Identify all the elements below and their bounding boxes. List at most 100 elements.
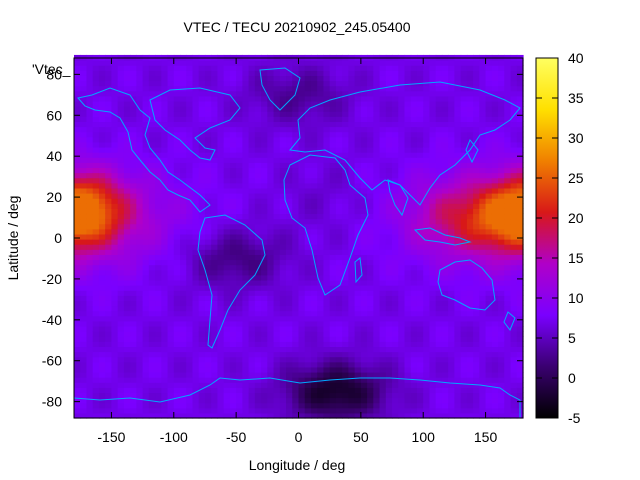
heatmap-cell xyxy=(348,356,356,363)
heatmap-cell xyxy=(155,310,162,317)
heatmap-cell xyxy=(498,310,505,317)
heatmap-cell xyxy=(98,397,106,404)
heatmap-cell xyxy=(286,325,293,332)
heatmap-cell xyxy=(136,208,144,215)
heatmap-cell xyxy=(317,146,325,153)
heatmap-cell xyxy=(354,106,362,112)
heatmap-cell xyxy=(267,397,275,404)
heatmap-cell xyxy=(310,131,318,138)
heatmap-cell xyxy=(130,397,137,404)
heatmap-cell xyxy=(273,295,281,301)
heatmap-cell xyxy=(491,366,499,373)
heatmap-cell xyxy=(248,269,256,276)
heatmap-cell xyxy=(348,152,356,158)
heatmap-cell xyxy=(130,254,137,261)
heatmap-cell xyxy=(186,274,194,281)
heatmap-cell xyxy=(92,121,100,128)
heatmap-cell xyxy=(155,356,162,363)
heatmap-cell xyxy=(342,310,349,317)
heatmap-cell xyxy=(335,152,343,158)
heatmap-cell xyxy=(304,106,312,112)
heatmap-cell xyxy=(404,177,412,184)
heatmap-cell xyxy=(98,136,106,143)
heatmap-cell xyxy=(136,361,144,368)
heatmap-cell xyxy=(298,239,306,245)
heatmap-cell xyxy=(105,356,113,363)
heatmap-cell xyxy=(92,131,100,138)
heatmap-cell xyxy=(136,141,144,148)
heatmap-cell xyxy=(354,177,362,184)
heatmap-cell xyxy=(429,157,437,163)
heatmap-cell xyxy=(111,336,119,342)
heatmap-cell xyxy=(173,182,181,189)
heatmap-cell xyxy=(416,146,424,153)
heatmap-cell xyxy=(254,85,262,92)
heatmap-cell xyxy=(454,182,462,189)
heatmap-cell xyxy=(373,70,381,76)
heatmap-cell xyxy=(310,85,318,92)
heatmap-cell xyxy=(460,182,468,189)
heatmap-cell xyxy=(504,106,512,112)
heatmap-cell xyxy=(310,244,318,250)
heatmap-cell xyxy=(242,315,250,322)
heatmap-cell xyxy=(273,254,281,261)
heatmap-cell xyxy=(491,203,499,209)
heatmap-cell xyxy=(279,106,287,112)
heatmap-cell xyxy=(167,106,175,112)
heatmap-cell xyxy=(211,228,219,235)
heatmap-cell xyxy=(398,239,406,245)
heatmap-cell xyxy=(167,295,175,301)
heatmap-cell xyxy=(248,366,256,373)
heatmap-cell xyxy=(155,167,162,174)
heatmap-cell xyxy=(267,295,275,301)
heatmap-cell xyxy=(173,274,181,281)
heatmap-cell xyxy=(485,300,493,307)
heatmap-cell xyxy=(416,264,424,271)
heatmap-cell xyxy=(510,325,518,332)
heatmap-cell xyxy=(167,407,175,414)
heatmap-cell xyxy=(398,90,406,97)
heatmap-cell xyxy=(292,320,300,327)
heatmap-cell xyxy=(317,193,325,199)
heatmap-cell xyxy=(460,172,468,179)
heatmap-cell xyxy=(229,341,237,348)
heatmap-cell xyxy=(261,244,268,250)
heatmap-cell xyxy=(273,141,281,148)
heatmap-cell xyxy=(192,407,200,414)
heatmap-cell xyxy=(385,336,393,342)
heatmap-cell xyxy=(286,382,293,388)
heatmap-cell xyxy=(373,315,381,322)
heatmap-cell xyxy=(342,279,349,286)
heatmap-cell xyxy=(217,100,225,107)
heatmap-cell xyxy=(317,244,325,250)
heatmap-cell xyxy=(254,310,262,317)
heatmap-cell xyxy=(286,70,293,76)
heatmap-cell xyxy=(491,106,499,112)
heatmap-cell xyxy=(342,187,349,194)
heatmap-cell xyxy=(92,315,100,322)
heatmap-cell xyxy=(198,279,206,286)
heatmap-cell xyxy=(186,141,194,148)
heatmap-cell xyxy=(279,60,287,66)
heatmap-cell xyxy=(192,111,200,117)
heatmap-cell xyxy=(223,141,231,148)
heatmap-cell xyxy=(304,325,312,332)
heatmap-cell xyxy=(192,392,200,399)
heatmap-cell xyxy=(360,239,368,245)
heatmap-cell xyxy=(86,65,94,71)
heatmap-cell xyxy=(142,60,150,66)
heatmap-cell xyxy=(286,85,293,92)
heatmap-cell xyxy=(130,387,137,394)
heatmap-cell xyxy=(161,208,169,215)
heatmap-cell xyxy=(392,331,399,337)
heatmap-cell xyxy=(248,111,256,117)
heatmap-cell xyxy=(74,346,81,353)
heatmap-cell xyxy=(292,264,300,271)
heatmap-cell xyxy=(117,392,125,399)
heatmap-cell xyxy=(248,100,256,107)
heatmap-cell xyxy=(304,116,312,123)
heatmap-cell xyxy=(298,182,306,189)
heatmap-cell xyxy=(180,387,187,394)
heatmap-cell xyxy=(223,249,231,255)
heatmap-cell xyxy=(273,356,281,363)
